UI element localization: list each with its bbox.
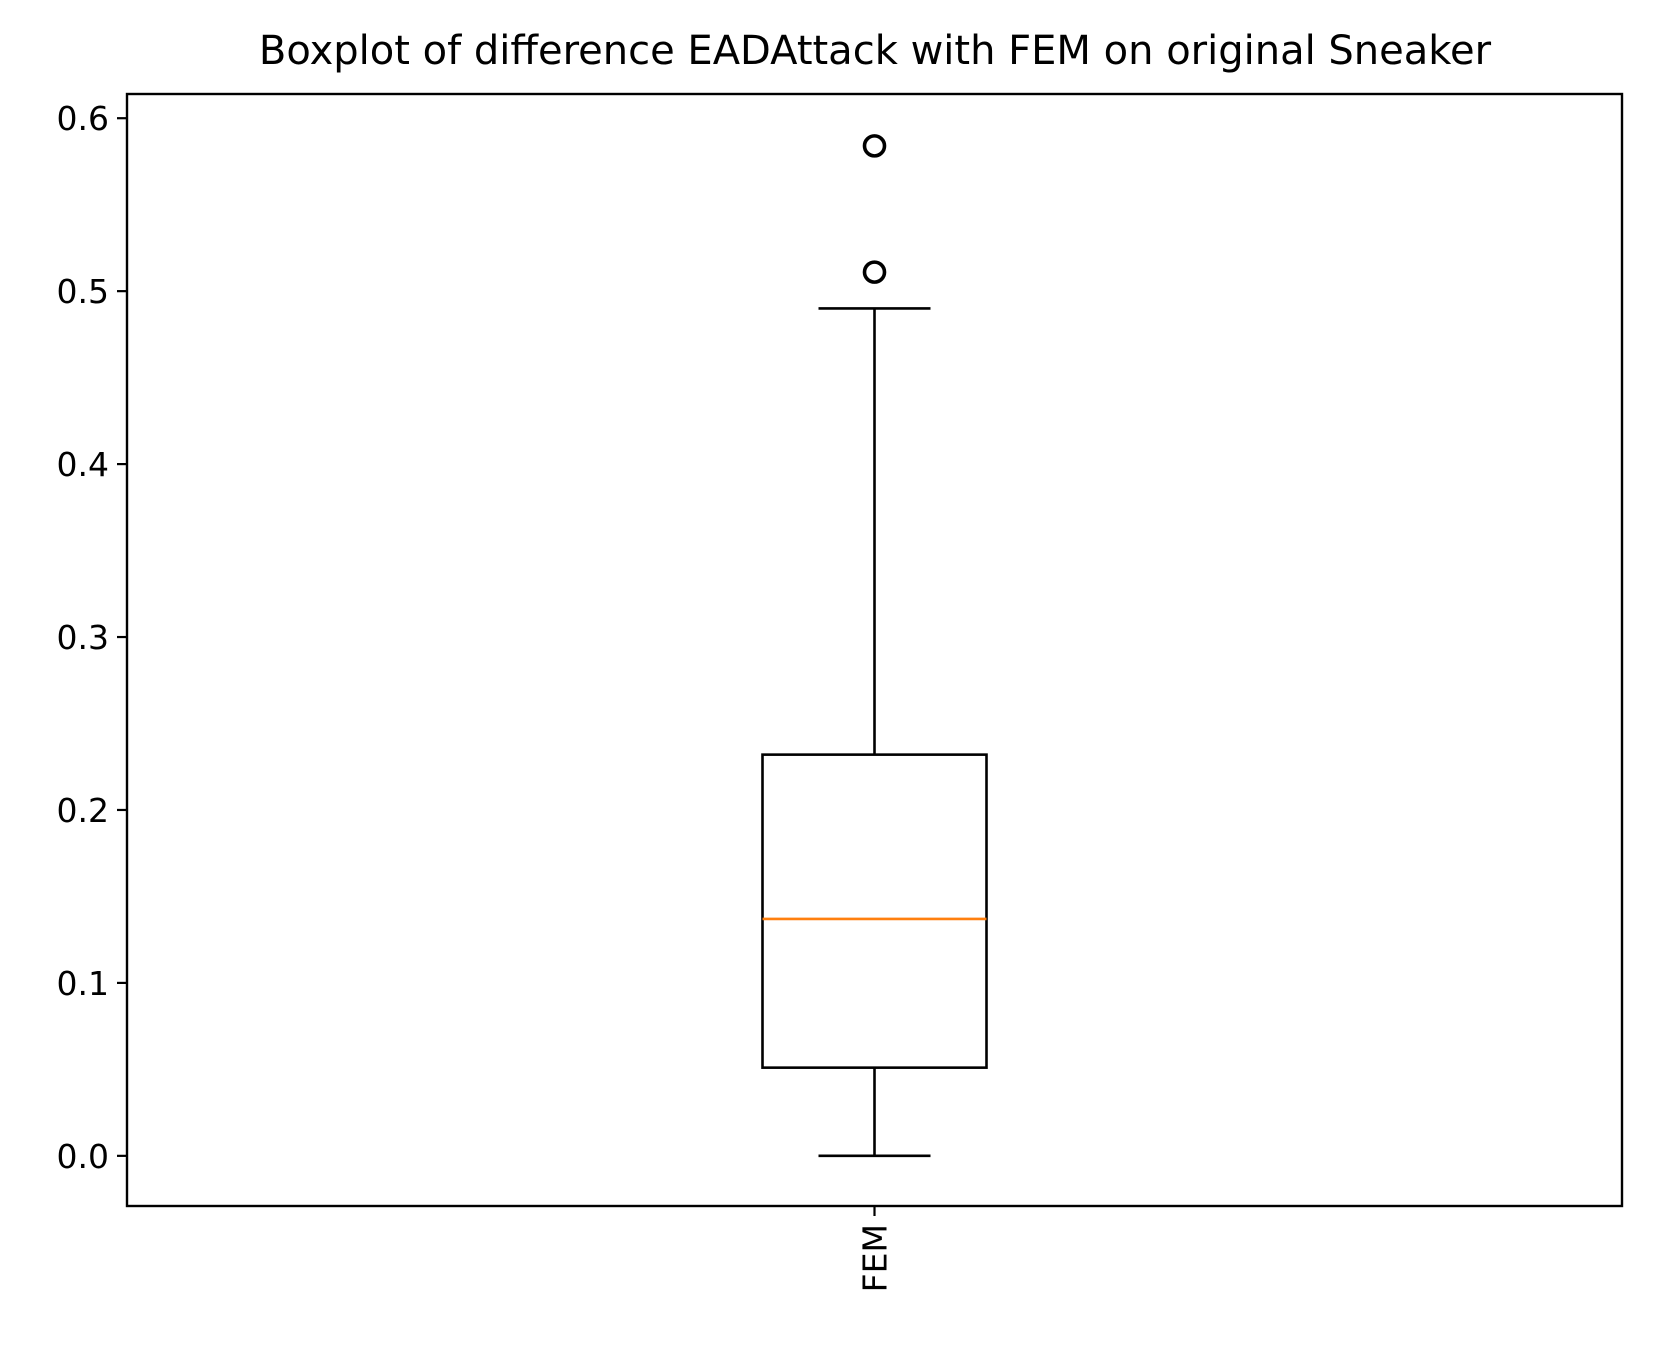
outlier-point [862, 260, 887, 284]
y-tick-label: 0.0 [57, 1137, 109, 1176]
y-axis-ticks: 0.0 0.1 0.2 0.3 0.4 0.5 0.6 [57, 99, 127, 1176]
x-tick-label: FEM [856, 1224, 895, 1292]
y-tick-label: 0.4 [57, 445, 109, 484]
y-tick-label: 0.3 [57, 618, 109, 657]
outlier-point [862, 134, 887, 158]
iqr-box [761, 753, 988, 1069]
x-axis-ticks: FEM [856, 1206, 895, 1292]
y-tick-label: 0.5 [57, 272, 109, 311]
y-tick-label: 0.1 [57, 964, 109, 1003]
plot-area-frame [125, 92, 1624, 1208]
y-tick-label: 0.6 [57, 99, 109, 138]
plot-marks [761, 134, 988, 1158]
chart-title: Boxplot of difference EADAttack with FEM… [259, 28, 1492, 74]
y-tick-label: 0.2 [57, 791, 109, 830]
